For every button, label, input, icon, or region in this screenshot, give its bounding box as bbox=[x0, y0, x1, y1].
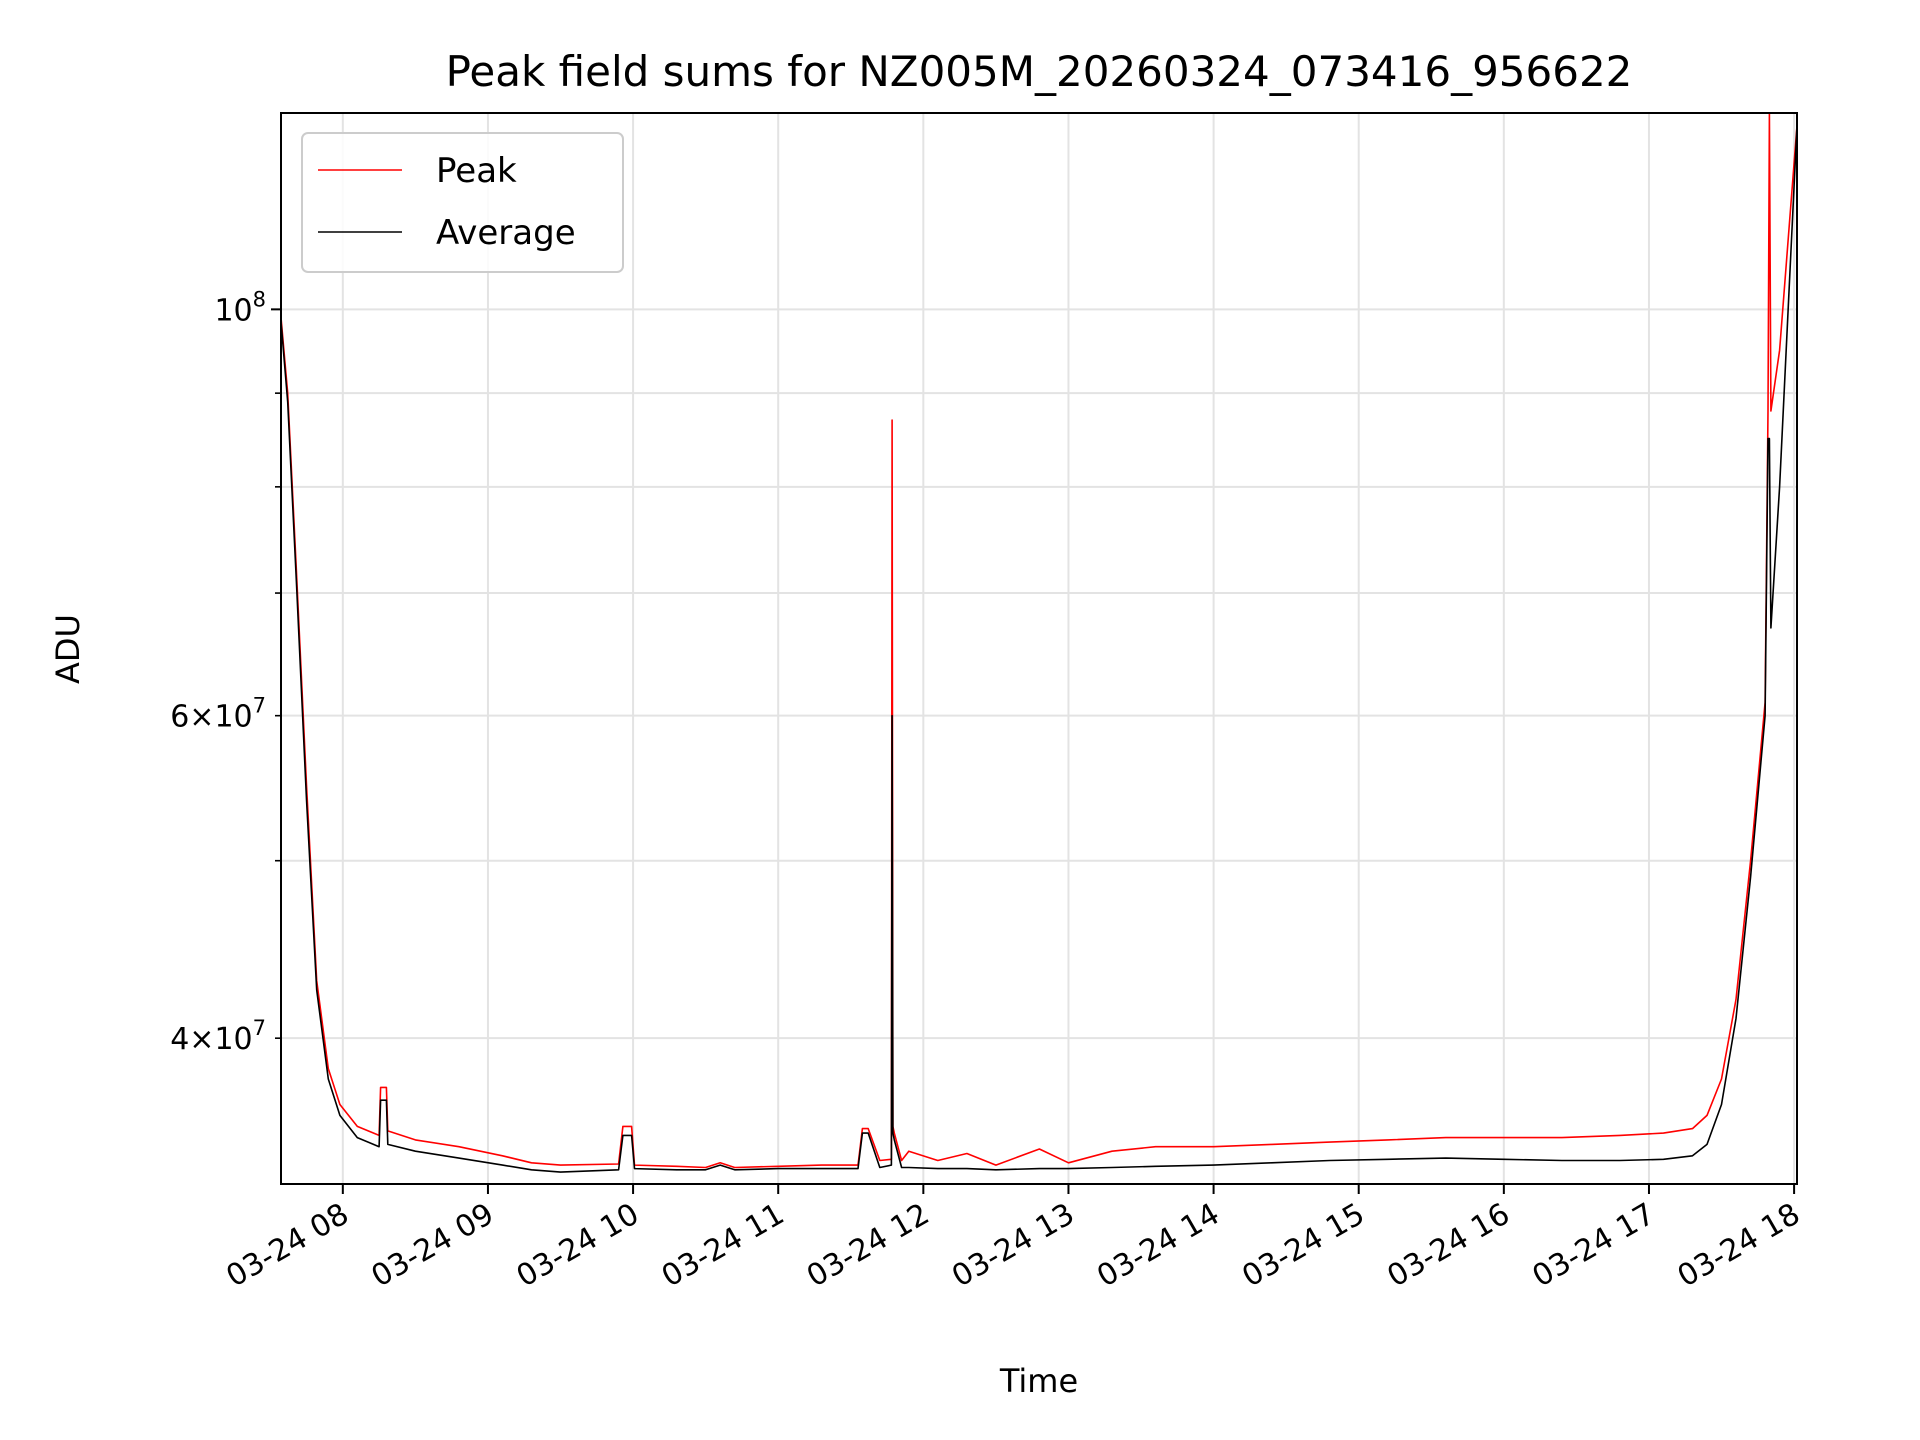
series-layer bbox=[280, 112, 1798, 1173]
legend-box bbox=[301, 132, 624, 273]
legend-label-average: Average bbox=[436, 213, 576, 253]
y-axis-title: ADU bbox=[49, 614, 87, 684]
y-minor-tick-label: 4×107 bbox=[170, 1016, 266, 1057]
chart-title: Peak field sums for NZ005M_20260324_0734… bbox=[446, 47, 1633, 96]
grid bbox=[281, 113, 1797, 1184]
legend: Peak Average bbox=[301, 132, 624, 273]
series-line-average bbox=[280, 125, 1798, 1173]
y-minor-tick-label: 6×107 bbox=[170, 694, 266, 735]
x-axis-title: Time bbox=[999, 1362, 1078, 1400]
plot-frame bbox=[280, 112, 1798, 1185]
legend-label-peak: Peak bbox=[436, 151, 517, 191]
y-major-tick-label: 108 bbox=[214, 287, 266, 328]
y-axis: 108 4×107 6×107 bbox=[170, 287, 281, 1057]
